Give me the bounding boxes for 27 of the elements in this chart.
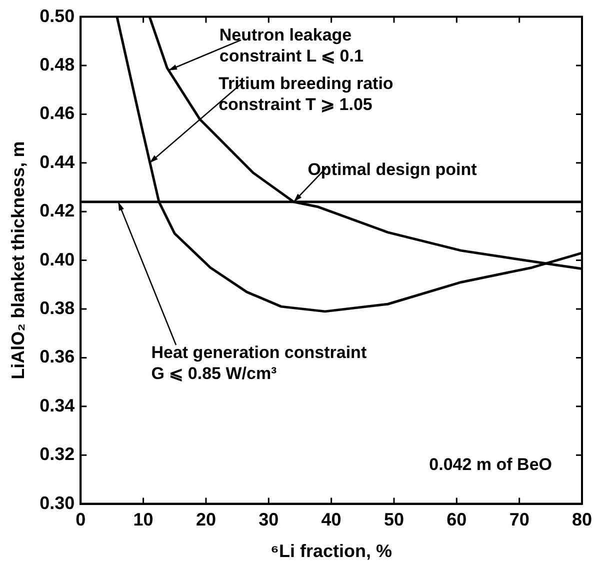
x-tick-label: 60 <box>446 510 467 530</box>
y-tick-label: 0.30 <box>40 492 75 513</box>
x-tick-label: 10 <box>133 510 154 530</box>
annotation: Heat generation constraint G ⩽ 0.85 W/cm³ <box>151 343 367 384</box>
y-tick-label: 0.32 <box>40 444 75 464</box>
annotation: 0.042 m of BeO <box>429 454 552 474</box>
annotation: Tritium breeding ratio constraint T ⩾ 1.05 <box>218 74 394 114</box>
annotation: Neutron leakage constraint L ⩽ 0.1 <box>219 26 364 66</box>
y-tick-label: 0.34 <box>40 395 75 416</box>
y-tick-label: 0.48 <box>40 54 75 74</box>
y-tick-label: 0.36 <box>40 346 75 367</box>
x-tick-label: 80 <box>572 510 592 530</box>
y-axis-title: LiAlO₂ blanket thickness, m <box>8 141 28 380</box>
y-tick-label: 0.42 <box>40 200 75 221</box>
x-axis-title: ⁶Li fraction, % <box>270 541 392 562</box>
y-tick-label: 0.40 <box>40 249 75 270</box>
x-tick-label: 0 <box>76 510 86 530</box>
y-tick-label: 0.50 <box>40 6 75 26</box>
y-tick-label: 0.38 <box>40 298 75 318</box>
annotation: Optimal design point <box>308 160 478 180</box>
x-tick-label: 30 <box>258 510 279 530</box>
y-tick-label: 0.46 <box>40 103 75 124</box>
y-tick-label: 0.44 <box>40 152 75 172</box>
x-tick-label: 20 <box>196 510 216 530</box>
x-tick-label: 40 <box>321 510 342 530</box>
x-tick-label: 70 <box>509 510 530 530</box>
x-tick-label: 50 <box>384 510 404 530</box>
